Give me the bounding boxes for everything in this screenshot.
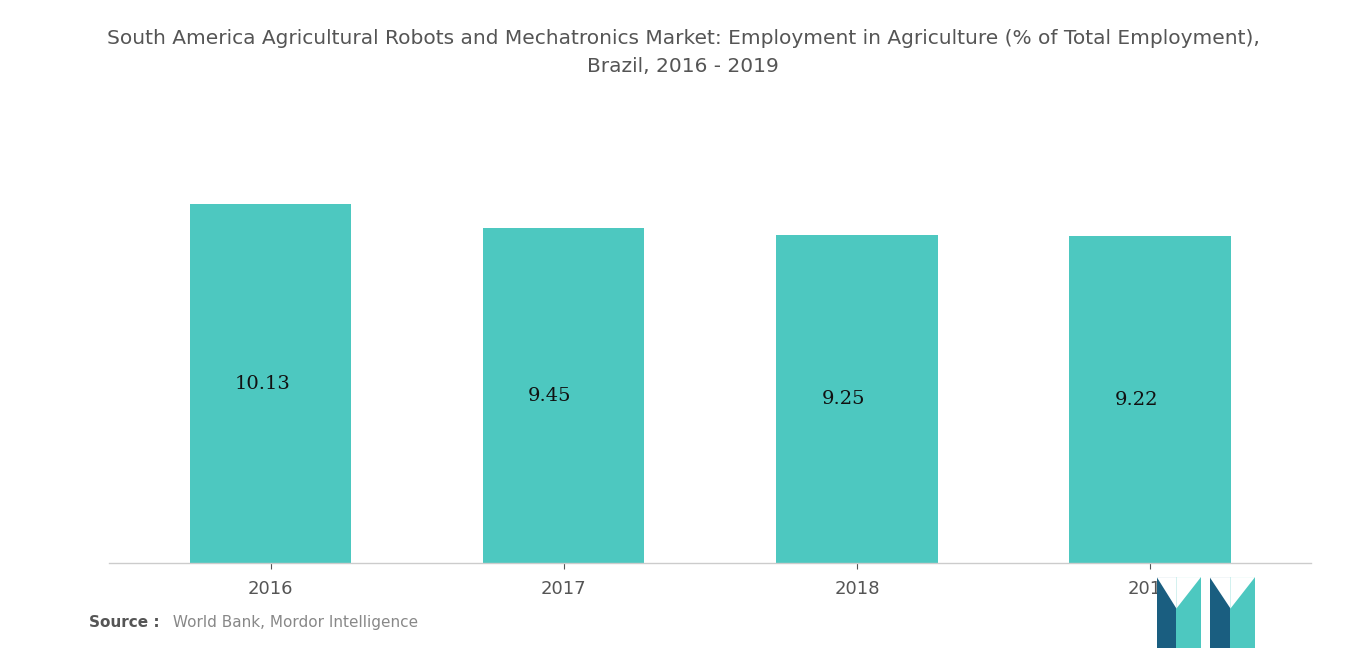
Polygon shape (1157, 577, 1176, 648)
Polygon shape (1176, 577, 1201, 608)
Text: Source :: Source : (89, 615, 160, 630)
Bar (1070, 236, 1231, 563)
Bar (776, 235, 937, 563)
Polygon shape (1231, 577, 1255, 648)
Bar (190, 204, 351, 563)
Text: World Bank, Mordor Intelligence: World Bank, Mordor Intelligence (168, 615, 418, 630)
Text: 9.25: 9.25 (821, 390, 865, 408)
Text: 9.22: 9.22 (1115, 391, 1158, 409)
Polygon shape (1157, 577, 1176, 608)
Bar (484, 228, 645, 563)
Text: South America Agricultural Robots and Mechatronics Market: Employment in Agricul: South America Agricultural Robots and Me… (107, 29, 1259, 77)
Polygon shape (1231, 577, 1255, 608)
Polygon shape (1210, 577, 1231, 608)
Polygon shape (1210, 577, 1231, 648)
Text: 10.13: 10.13 (235, 375, 291, 392)
Text: 9.45: 9.45 (529, 386, 572, 405)
Polygon shape (1176, 577, 1201, 648)
